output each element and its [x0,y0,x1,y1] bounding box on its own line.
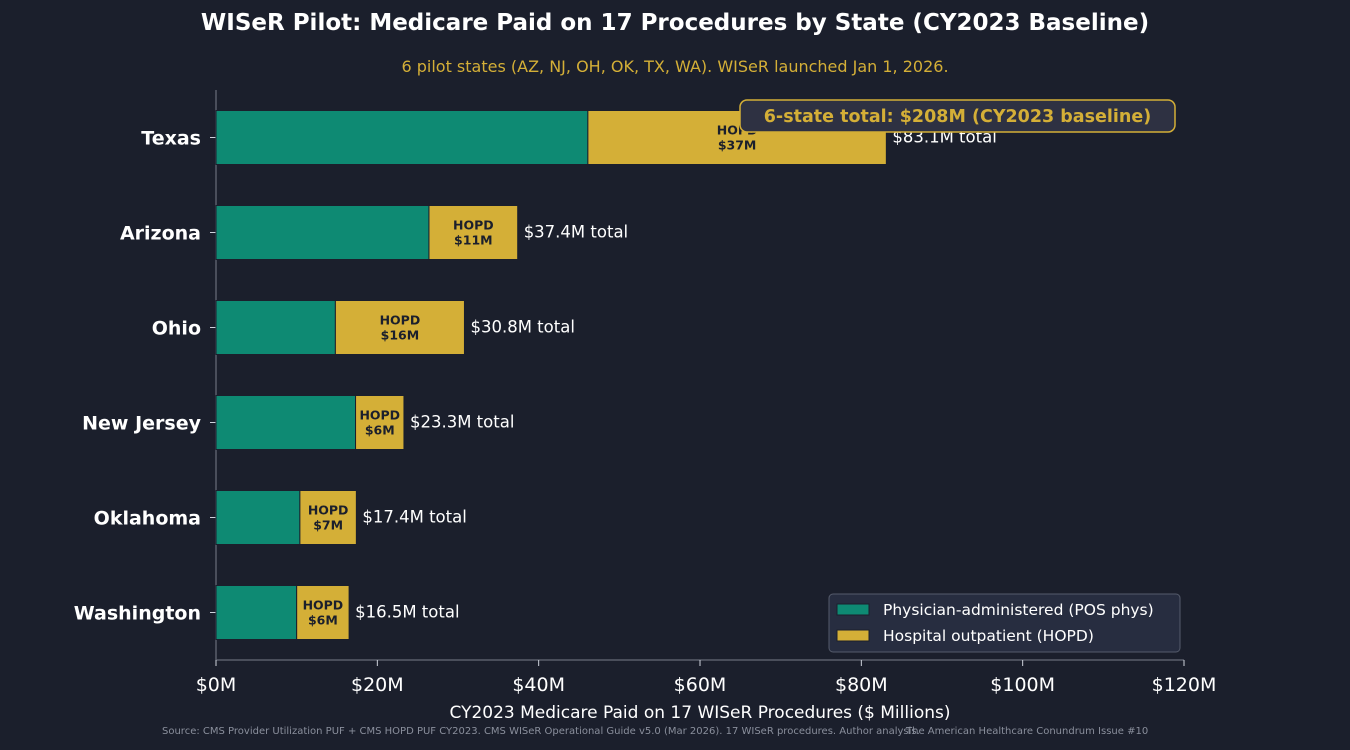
x-axis-label: CY2023 Medicare Paid on 17 WISeR Procedu… [450,703,951,723]
x-tick-label: $100M [990,674,1055,696]
annotation-box [739,99,1176,133]
total-value-label: $37.4M total [524,223,628,242]
y-tick-label: Oklahoma [94,508,201,530]
hopd-segment-label: $11M [454,233,493,248]
bar-physician [215,585,298,640]
x-tick-label: $60M [674,674,727,696]
bar-physician [215,110,589,165]
total-value-label: $16.5M total [355,603,459,622]
total-value-label: $23.3M total [410,413,514,432]
y-tick-label: Ohio [152,318,201,340]
hopd-segment-label: HOPD [380,313,421,328]
hopd-segment-label: $6M [308,613,338,628]
y-tick-label: New Jersey [82,413,201,435]
bar-hopd [299,490,357,545]
hopd-segment-label: HOPD [359,408,400,423]
hopd-segment-label: HOPD [303,598,344,613]
y-tick-label: Arizona [120,223,201,245]
x-tick-label: $20M [351,674,404,696]
bar-hopd [355,395,405,450]
annotation-text: 6-state total: $208M (CY2023 baseline) [764,107,1151,127]
total-value-label: $30.8M total [470,318,574,337]
hopd-segment-label: HOPD [308,503,349,518]
bar-physician [215,300,336,355]
x-tick-label: $0M [196,674,237,696]
y-tick-label: Texas [141,128,201,150]
y-tick-label: Washington [74,603,201,625]
hopd-segment-label: $7M [313,518,343,533]
hopd-segment-label: $37M [718,138,757,153]
hopd-segment-label: $16M [381,328,420,343]
bar-physician [215,395,357,450]
bar-hopd [334,300,465,355]
legend-box [828,593,1181,653]
bar-hopd [428,205,519,260]
bar-physician [215,490,301,545]
legend-label: Hospital outpatient (HOPD) [883,627,1094,645]
legend-swatch-physician [836,603,870,616]
total-value-label: $17.4M total [362,508,466,527]
chart-subtitle: 6 pilot states (AZ, NJ, OH, OK, TX, WA).… [401,57,949,76]
footer-source: Source: CMS Provider Utilization PUF + C… [162,726,920,737]
bar-hopd [296,585,350,640]
legend-swatch-hopd [836,629,870,642]
x-tick-label: $40M [512,674,565,696]
x-tick-label: $80M [835,674,888,696]
legend-label: Physician-administered (POS phys) [883,601,1154,619]
hopd-segment-label: HOPD [453,218,494,233]
hopd-segment-label: $6M [365,423,395,438]
x-tick-label: $120M [1152,674,1217,696]
chart-title: WISeR Pilot: Medicare Paid on 17 Procedu… [200,10,1150,36]
bar-physician [215,205,430,260]
footer-credit: The American Healthcare Conundrum Issue … [906,726,1149,737]
